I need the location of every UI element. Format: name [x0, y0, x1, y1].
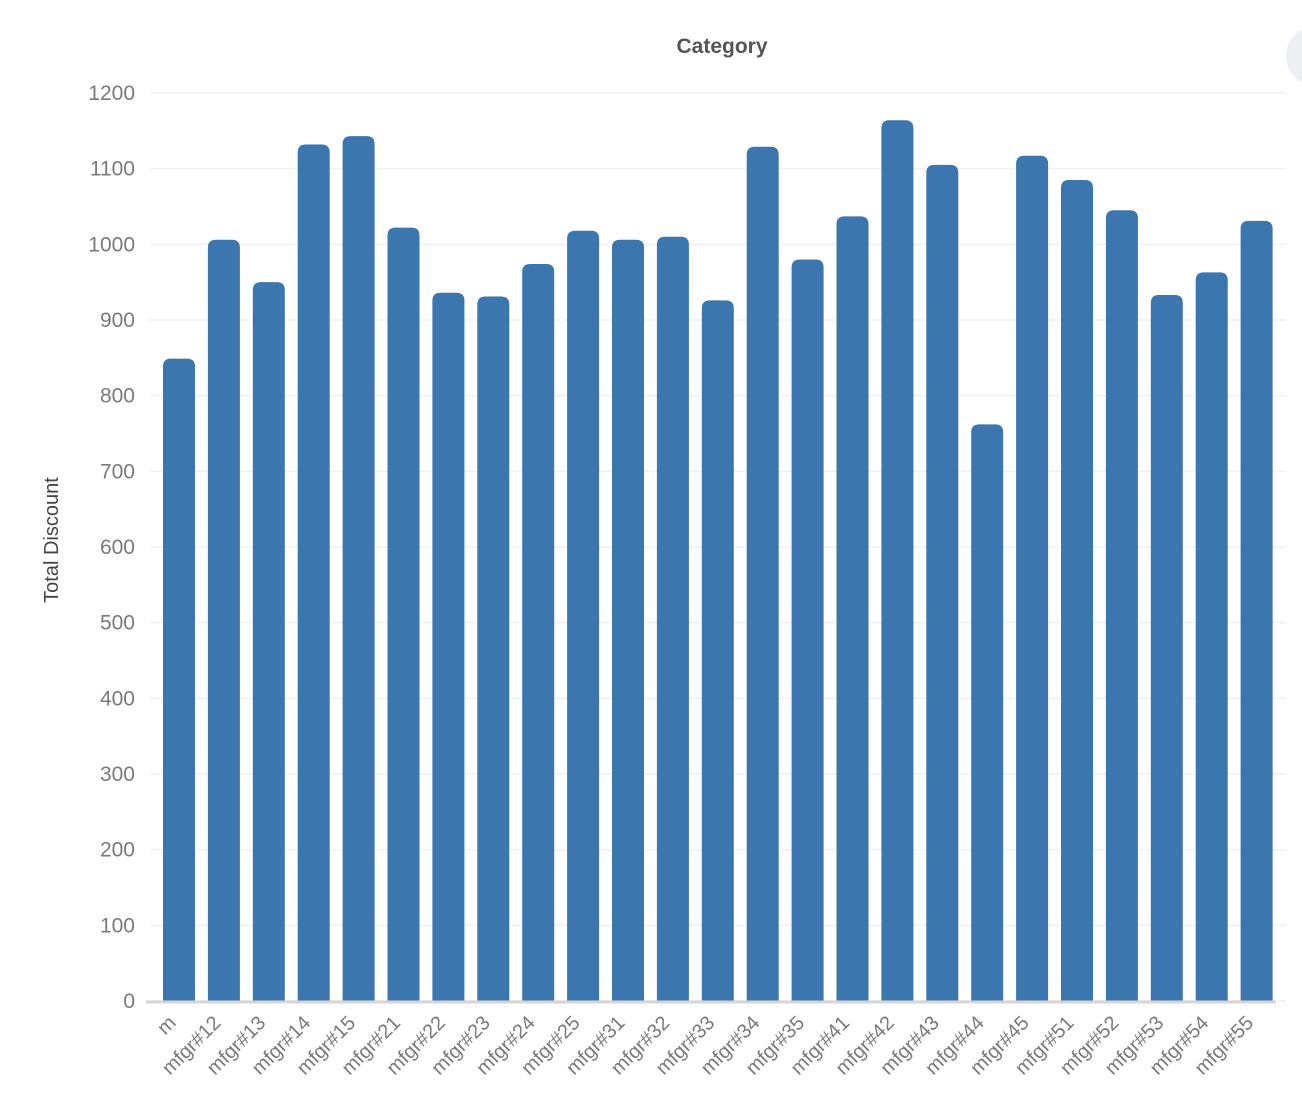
bar[interactable]: [656, 236, 689, 1001]
y-tick-label: 800: [100, 385, 135, 408]
bar[interactable]: [1240, 220, 1273, 1002]
bar[interactable]: [567, 230, 600, 1002]
bar[interactable]: [881, 120, 914, 1002]
bar[interactable]: [297, 144, 330, 1001]
y-tick-label: 700: [100, 460, 135, 483]
y-tick-label: 100: [100, 914, 135, 937]
bar[interactable]: [1195, 272, 1228, 1002]
bar[interactable]: [971, 424, 1004, 1001]
bar[interactable]: [701, 300, 734, 1001]
bar[interactable]: [746, 146, 779, 1001]
y-axis-title: Total Discount: [41, 477, 63, 603]
bar[interactable]: [1016, 155, 1049, 1001]
y-tick-label: 0: [123, 990, 135, 1013]
bar[interactable]: [791, 259, 824, 1001]
y-tick-label: 900: [100, 309, 135, 332]
chart-title: Category: [676, 35, 767, 58]
bars: [163, 120, 1273, 1002]
bar[interactable]: [1061, 180, 1093, 1001]
y-tick-label: 1000: [88, 233, 135, 256]
bar[interactable]: [522, 264, 555, 1001]
y-tick-label: 1100: [90, 158, 135, 181]
bar[interactable]: [1105, 210, 1138, 1002]
bar[interactable]: [387, 227, 420, 1002]
bar[interactable]: [163, 358, 195, 1002]
bar[interactable]: [252, 282, 285, 1002]
y-tick-labels: 0 100 200 300 400 500 600 700 800 900 1000 1100 1200: [88, 82, 135, 1013]
y-tick-label: 1200: [88, 82, 135, 105]
bar[interactable]: [612, 239, 644, 1001]
bar[interactable]: [836, 216, 869, 1001]
x-tick-labels: mmfgr#12mfgr#13mfgr#14mfgr#15mfgr#21mfgr…: [153, 1012, 1258, 1079]
bar[interactable]: [432, 292, 465, 1001]
x-tick-label: m: [153, 1012, 180, 1039]
bar[interactable]: [926, 164, 959, 1002]
bar[interactable]: [207, 239, 240, 1001]
y-tick-label: 200: [100, 839, 135, 862]
y-tick-label: 400: [100, 687, 135, 710]
bar[interactable]: [477, 296, 510, 1001]
bar[interactable]: [342, 136, 375, 1001]
bar[interactable]: [1150, 295, 1183, 1001]
y-tick-label: 600: [100, 536, 135, 559]
y-tick-label: 300: [100, 763, 135, 786]
chart-options-button[interactable]: [1286, 26, 1302, 86]
y-tick-label: 500: [100, 612, 135, 635]
